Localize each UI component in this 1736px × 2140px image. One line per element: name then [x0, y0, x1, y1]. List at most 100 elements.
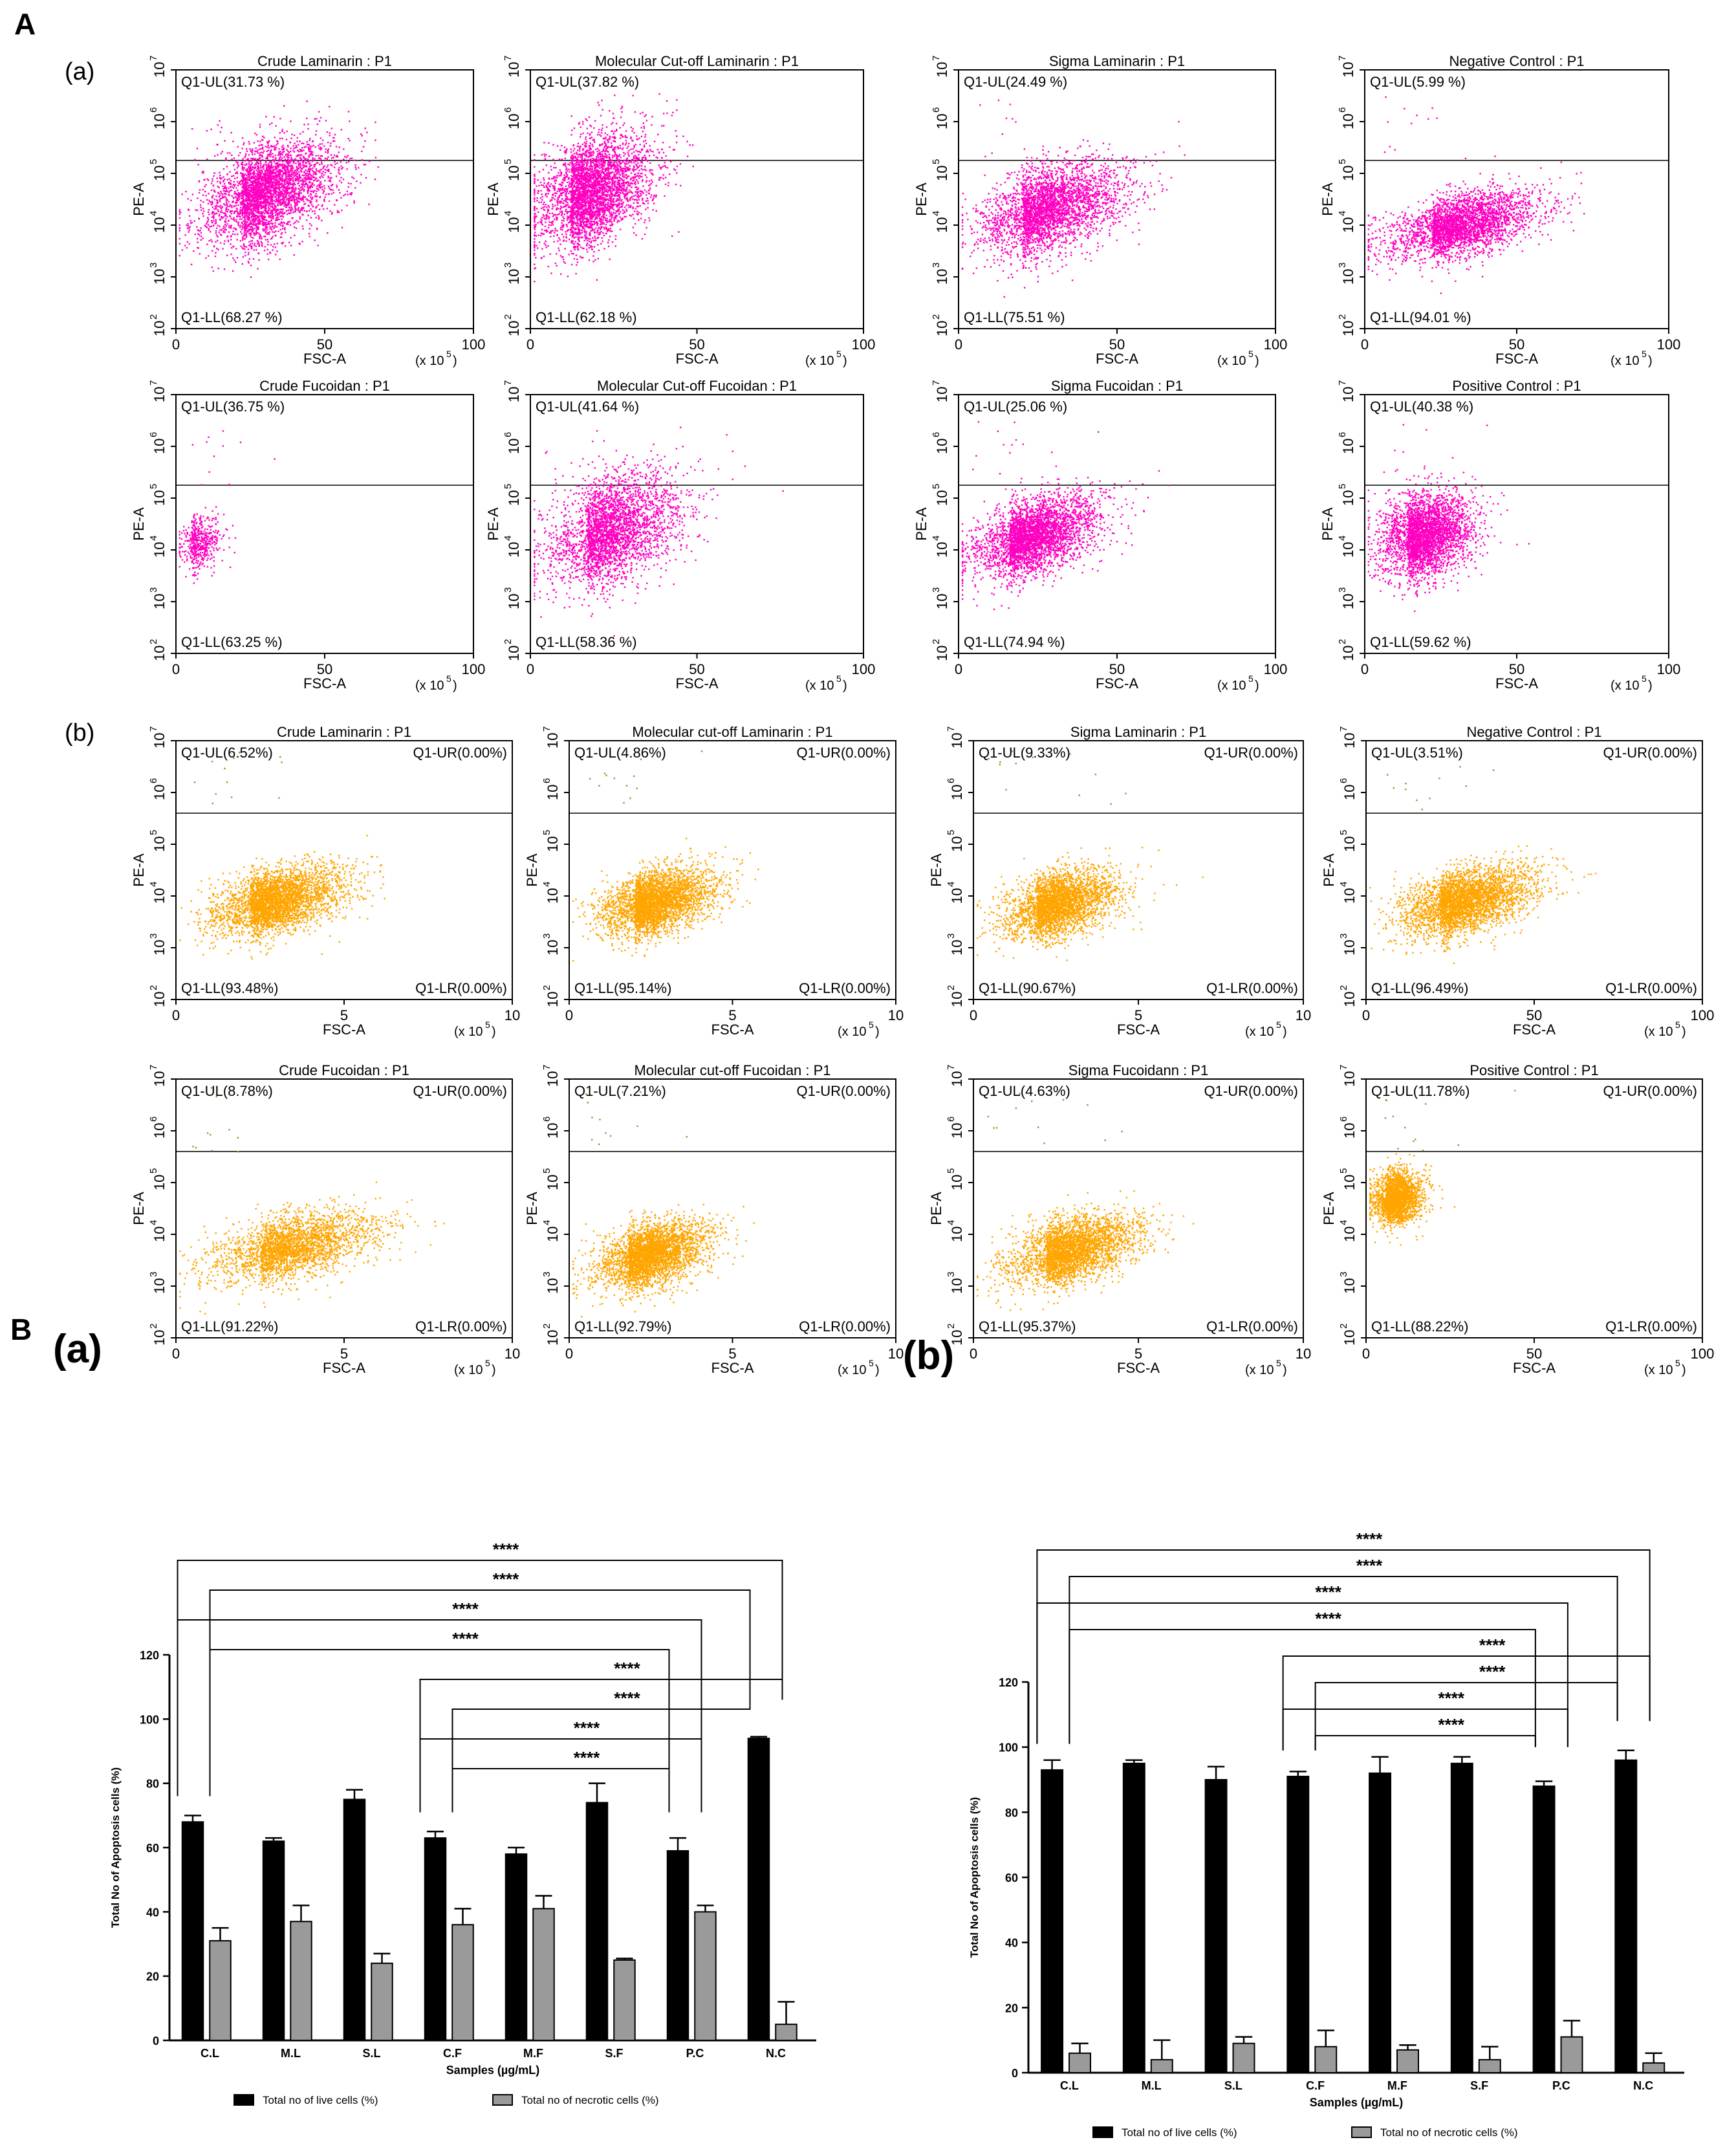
data-point — [608, 180, 610, 182]
data-point — [276, 243, 279, 245]
data-point — [287, 162, 288, 165]
data-point — [274, 187, 277, 190]
data-point — [268, 175, 270, 177]
data-point — [280, 201, 283, 203]
data-point — [310, 224, 312, 226]
data-point — [258, 191, 261, 194]
data-point — [224, 140, 226, 142]
data-point — [187, 224, 190, 227]
data-point — [277, 162, 279, 164]
data-point — [235, 172, 237, 174]
data-point — [285, 197, 287, 199]
data-point — [271, 182, 274, 184]
data-point — [244, 169, 247, 171]
data-point — [279, 179, 281, 181]
data-point — [261, 208, 263, 210]
data-point — [235, 208, 237, 210]
data-point — [252, 157, 254, 160]
data-point — [336, 162, 338, 164]
data-point — [256, 182, 259, 185]
data-point — [317, 155, 320, 157]
data-point — [299, 163, 301, 165]
data-point — [255, 204, 257, 206]
data-point — [594, 235, 596, 237]
data-point — [297, 177, 299, 179]
data-point — [230, 217, 232, 220]
data-point — [301, 188, 303, 191]
data-point — [307, 190, 309, 193]
data-point — [263, 249, 266, 252]
data-point — [268, 204, 270, 207]
data-point — [309, 170, 310, 172]
data-point — [235, 161, 237, 163]
data-point — [316, 177, 318, 180]
data-point — [275, 171, 277, 173]
data-point — [212, 250, 213, 252]
data-point — [297, 209, 299, 212]
data-point — [275, 165, 277, 168]
data-point — [259, 140, 261, 142]
data-point — [270, 244, 272, 246]
data-point — [243, 202, 245, 204]
data-point — [268, 234, 270, 235]
data-point — [261, 245, 263, 247]
data-point — [268, 216, 270, 218]
data-point — [340, 181, 343, 184]
data-point — [268, 166, 270, 169]
data-point — [202, 189, 204, 191]
data-point — [285, 186, 287, 189]
data-point — [241, 214, 243, 217]
data-point — [211, 201, 213, 202]
data-point — [605, 224, 607, 226]
data-point — [277, 203, 279, 205]
data-point — [208, 255, 210, 257]
data-point — [285, 179, 287, 180]
data-point — [275, 214, 277, 217]
data-point — [220, 192, 222, 194]
data-point — [196, 226, 198, 228]
data-point — [631, 186, 633, 188]
data-point — [225, 206, 228, 209]
data-point — [288, 206, 290, 208]
data-point — [316, 123, 319, 126]
data-point — [275, 189, 277, 191]
data-point — [329, 179, 331, 181]
data-point — [239, 226, 241, 228]
data-point — [534, 232, 536, 234]
data-point — [290, 166, 292, 168]
data-point — [294, 210, 296, 213]
data-point — [179, 226, 180, 229]
data-point — [285, 166, 288, 168]
data-point — [276, 216, 278, 218]
data-point — [287, 221, 289, 223]
data-point — [186, 227, 189, 229]
data-point — [288, 173, 290, 175]
data-point — [255, 231, 257, 233]
data-point — [327, 151, 329, 153]
data-point — [210, 225, 213, 227]
data-point — [215, 252, 217, 254]
data-point — [279, 202, 281, 204]
data-point — [254, 197, 255, 199]
data-point — [630, 126, 632, 129]
panel-label-a-sub-b: (b) — [65, 719, 94, 747]
data-point — [264, 172, 266, 174]
data-point — [253, 245, 255, 246]
data-point — [334, 140, 336, 142]
data-point — [221, 207, 223, 209]
data-point — [251, 245, 253, 247]
data-point — [272, 186, 274, 188]
data-point — [284, 158, 287, 160]
data-point — [671, 115, 673, 116]
data-point — [288, 160, 290, 162]
data-point — [255, 232, 257, 234]
data-point — [299, 133, 301, 135]
data-point — [291, 165, 294, 167]
data-point — [274, 224, 276, 226]
data-point — [242, 169, 244, 171]
data-point — [287, 201, 289, 203]
data-point — [266, 195, 269, 197]
y-tick-label: 10 — [506, 114, 522, 129]
data-point — [242, 182, 244, 184]
data-point — [219, 182, 222, 184]
